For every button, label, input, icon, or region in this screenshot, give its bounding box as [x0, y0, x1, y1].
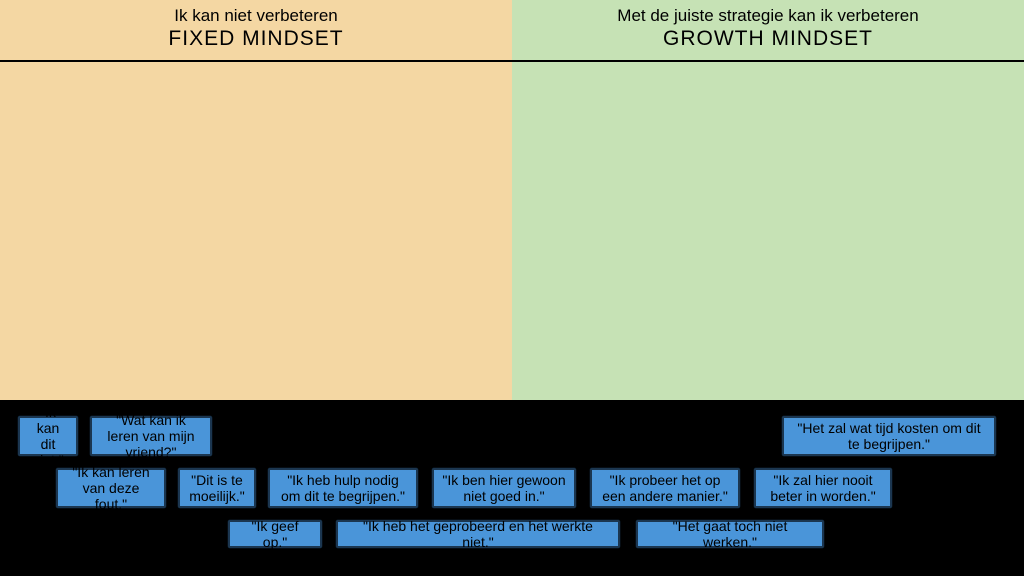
statement-card[interactable]: "Ik kan leren van deze fout." [56, 468, 166, 508]
growth-title: GROWTH MINDSET [516, 26, 1020, 51]
statement-card-text: "Het gaat toch niet werken." [646, 518, 814, 550]
statement-card[interactable]: "Wat kan ik leren van mijn vriend?" [90, 416, 212, 456]
growth-tagline: Met de juiste strategie kan ik verbetere… [516, 6, 1020, 26]
statement-card[interactable]: "Ik heb het geprobeerd en het werkte nie… [336, 520, 620, 548]
fixed-title: FIXED MINDSET [4, 26, 508, 51]
statement-card-text: "Het zal wat tijd kosten om dit te begri… [792, 420, 986, 452]
header-divider-left [0, 60, 512, 62]
statement-card-text: "Ik kan leren van deze fout." [66, 464, 156, 512]
statement-card-text: "Ik zal hier nooit beter in worden." [764, 472, 882, 504]
fixed-header: Ik kan niet verbeteren FIXED MINDSET [0, 0, 512, 60]
statement-card-text: "Wat kan ik leren van mijn vriend?" [100, 412, 202, 460]
growth-mindset-column: Met de juiste strategie kan ik verbetere… [512, 0, 1024, 400]
statement-card[interactable]: "Ik heb hulp nodig om dit te begrijpen." [268, 468, 418, 508]
mindset-columns: Ik kan niet verbeteren FIXED MINDSET Met… [0, 0, 1024, 400]
statement-card-text: "Ik kan dit niet." [28, 404, 68, 468]
statement-card[interactable]: "Ik kan dit niet." [18, 416, 78, 456]
statement-card[interactable]: "Dit is te moeilijk." [178, 468, 256, 508]
statement-cards-area: "Ik kan dit niet." "Wat kan ik leren van … [0, 412, 1024, 576]
growth-header: Met de juiste strategie kan ik verbetere… [512, 0, 1024, 60]
statement-card-text: "Ik ben hier gewoon niet goed in." [442, 472, 566, 504]
statement-card-text: "Ik probeer het op een andere manier." [600, 472, 730, 504]
statement-card-text: "Ik heb hulp nodig om dit te begrijpen." [278, 472, 408, 504]
statement-card-text: "Ik geef op." [238, 518, 312, 550]
statement-card[interactable]: "Ik probeer het op een andere manier." [590, 468, 740, 508]
statement-card-text: "Dit is te moeilijk." [188, 472, 246, 504]
statement-card[interactable]: "Het zal wat tijd kosten om dit te begri… [782, 416, 996, 456]
fixed-mindset-column: Ik kan niet verbeteren FIXED MINDSET [0, 0, 512, 400]
fixed-tagline: Ik kan niet verbeteren [4, 6, 508, 26]
statement-card[interactable]: "Ik zal hier nooit beter in worden." [754, 468, 892, 508]
statement-card[interactable]: "Ik ben hier gewoon niet goed in." [432, 468, 576, 508]
statement-card-text: "Ik heb het geprobeerd en het werkte nie… [346, 518, 610, 550]
statement-card[interactable]: "Het gaat toch niet werken." [636, 520, 824, 548]
header-divider-right [512, 60, 1024, 62]
statement-card[interactable]: "Ik geef op." [228, 520, 322, 548]
